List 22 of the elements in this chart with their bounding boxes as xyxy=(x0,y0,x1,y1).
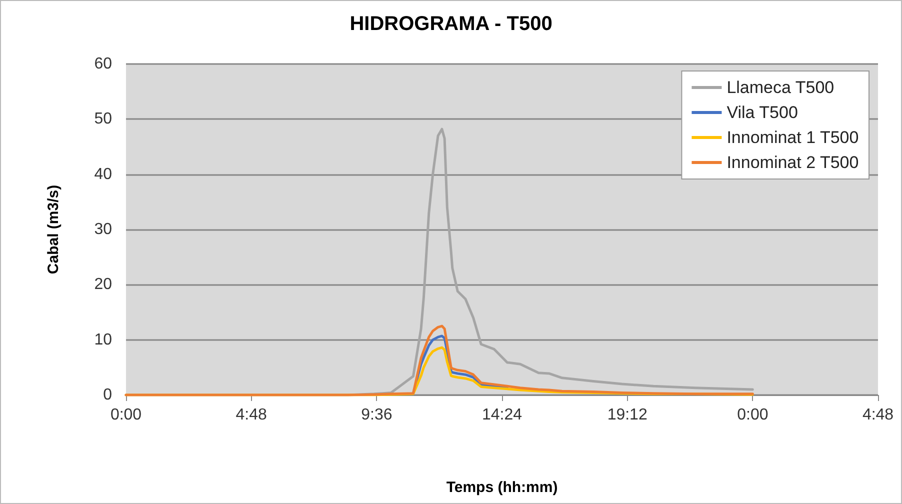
legend-label: Vila T500 xyxy=(726,103,798,122)
y-tick-label: 0 xyxy=(103,386,112,404)
legend-label: Innominat 2 T500 xyxy=(726,153,859,172)
x-tick-label: 0:00 xyxy=(737,406,768,424)
legend-label: Llameca T500 xyxy=(726,78,834,97)
y-tick-label: 30 xyxy=(94,221,112,238)
x-axis-title: Temps (hh:mm) xyxy=(446,479,558,496)
y-tick-label: 40 xyxy=(94,166,112,183)
x-tick-label: 0:00 xyxy=(110,406,142,424)
chart-title: HIDROGRAMA - T500 xyxy=(350,13,552,35)
y-tick-label: 10 xyxy=(94,331,112,348)
x-tick-label: 4:48 xyxy=(236,406,268,424)
legend-label: Innominat 1 T500 xyxy=(726,128,859,147)
y-tick-label: 60 xyxy=(94,56,112,72)
y-tick-label: 20 xyxy=(94,276,112,294)
x-tick-label: 19:12 xyxy=(607,406,648,424)
y-axis-title: Cabal (m3/s) xyxy=(45,184,62,274)
x-tick-label: 4:48 xyxy=(862,406,894,424)
line-series xyxy=(124,324,754,396)
x-tick-label: 14:24 xyxy=(482,406,522,424)
y-tick-label: 50 xyxy=(94,110,112,128)
x-tick-label: 9:36 xyxy=(361,406,392,424)
